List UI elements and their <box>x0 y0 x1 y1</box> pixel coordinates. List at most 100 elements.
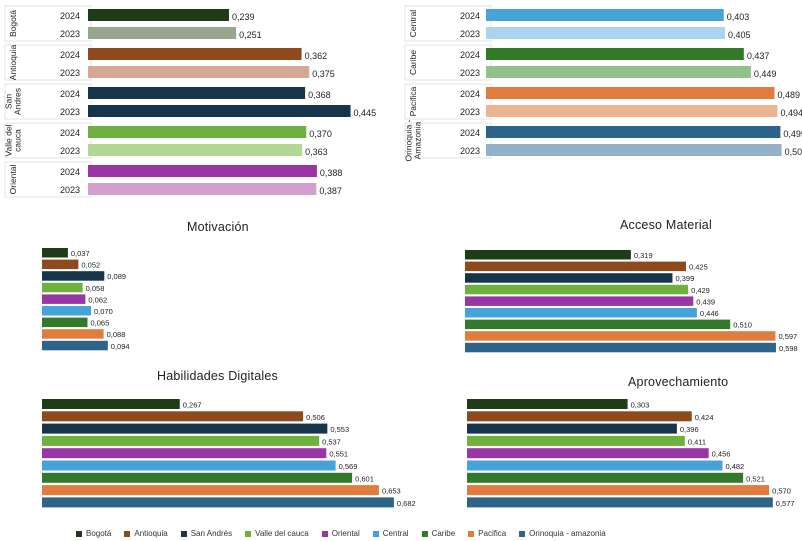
panel-acceso: 0,319 0,425 0,399 0,429 0,439 0,446 0,510 0,597… <box>455 240 802 355</box>
legend-item-antioquia: Antioquia <box>124 529 168 538</box>
legend-swatch <box>124 530 131 537</box>
data-label: 0,521 <box>746 474 765 483</box>
data-label: 0,094 <box>111 342 130 351</box>
top-right-chart: Central 2024 0,403 2023 0,405 Caribe 2024 0,437… <box>404 5 802 162</box>
legend-item-oriental: Oriental <box>321 529 360 538</box>
data-label: 0,482 <box>725 462 744 471</box>
bar-san-andres <box>42 271 105 281</box>
bar-bogota <box>42 399 180 409</box>
legend-swatch <box>519 530 526 537</box>
region-label-san-andres: Andres <box>13 88 23 115</box>
legend-label: Antioquia <box>134 529 168 538</box>
data-label: 0,553 <box>330 425 349 434</box>
bar-central <box>42 306 91 316</box>
data-label: 0,682 <box>397 499 416 508</box>
group-frame-central <box>404 5 492 42</box>
data-label: 0,449 <box>754 69 777 79</box>
year-label: 2024 <box>60 11 80 21</box>
data-label: 0,368 <box>308 90 331 100</box>
bar-oriental-2023 <box>88 183 317 195</box>
year-label: 2023 <box>60 107 80 117</box>
region-label-san-andres: San <box>4 94 14 109</box>
habilidades-chart: 0,267 0,506 0,553 0,537 0,551 0,569 0,601 0,653… <box>42 399 416 508</box>
data-label: 0,251 <box>239 30 262 40</box>
data-label: 0,405 <box>728 30 751 40</box>
bar-san-andres <box>465 273 673 283</box>
bar-central <box>467 460 723 471</box>
bar-bogota-2024 <box>88 9 230 21</box>
data-label: 0,437 <box>747 51 770 61</box>
region-label-oriental: Oriental <box>8 165 18 195</box>
data-label: 0,569 <box>339 462 358 471</box>
bar-valle-del-cauca <box>42 435 320 446</box>
data-label: 0,537 <box>322 437 341 446</box>
data-label: 0,062 <box>88 295 107 304</box>
bar-pacifica-2023 <box>486 105 778 117</box>
bar-san-andres <box>42 423 328 434</box>
data-label: 0,319 <box>634 251 653 260</box>
bar-central-2023 <box>486 27 725 39</box>
group-frame-san-andres <box>4 83 92 120</box>
data-label: 0,597 <box>778 332 797 341</box>
legend-item-san-andres: San Andrés <box>180 529 232 538</box>
region-label-caribe: Caribe <box>408 50 418 75</box>
panel-top-right: Central 2024 0,403 2023 0,405 Caribe 2024 0,437… <box>400 0 802 165</box>
data-label: 0,239 <box>232 12 255 22</box>
legend-label: Oriental <box>331 529 360 538</box>
data-label: 0,653 <box>382 487 401 496</box>
data-label: 0,037 <box>71 249 90 258</box>
data-label: 0,494 <box>780 108 802 118</box>
data-label: 0,411 <box>688 437 706 446</box>
legend-item-orinoquia-amazonia: Orinoquia - amazonia <box>519 529 606 538</box>
panel-motivacion: 0,037 0,052 0,089 0,058 0,062 0,070 0,065 0,088… <box>30 240 400 355</box>
panel-top-left: Bogotá 2024 0,239 2023 0,251 Antioquia 2024 0,3… <box>0 0 400 200</box>
bar-orinoquia-amazonia <box>42 340 108 351</box>
year-label: 2024 <box>460 89 480 99</box>
aprovechamiento-title: Aprovechamiento <box>628 375 729 389</box>
bar-bogota <box>465 250 631 260</box>
legend-item-caribe: Caribe <box>421 529 455 538</box>
bar-oriental <box>467 448 709 459</box>
acceso-title: Acceso Material <box>620 218 712 232</box>
group-frame-antioquia <box>4 44 92 81</box>
data-label: 0,499 <box>783 129 802 139</box>
data-label: 0,424 <box>695 413 714 422</box>
group-frame-bogota <box>4 5 92 42</box>
data-label: 0,070 <box>94 307 113 316</box>
legend-swatch <box>321 530 328 537</box>
bar-caribe <box>42 317 88 328</box>
data-label: 0,303 <box>631 401 650 410</box>
top-left-chart: Bogotá 2024 0,239 2023 0,251 Antioquia 2024 0,3… <box>4 5 377 198</box>
legend-item-bogota: Bogotá <box>76 529 111 538</box>
year-label: 2024 <box>460 128 480 138</box>
bar-central-2024 <box>486 9 724 21</box>
panel-aprovechamiento: 0,303 0,424 0,396 0,411 0,456 0,482 0,521 0,570… <box>455 390 802 520</box>
data-label: 0,601 <box>355 474 374 483</box>
bar-oriental-2024 <box>88 165 317 177</box>
legend-item-valle-del-cauca: Valle del cauca <box>245 529 309 538</box>
year-label: 2023 <box>60 185 80 195</box>
legend-label: Valle del cauca <box>255 529 309 538</box>
group-frame-caribe <box>404 44 492 81</box>
region-label-orinoquia-amazonia: Orinoquia - <box>404 119 414 161</box>
data-label: 0,267 <box>183 401 202 410</box>
data-label: 0,510 <box>733 321 752 330</box>
year-label: 2023 <box>60 29 80 39</box>
bar-pacifica <box>467 485 770 496</box>
data-label: 0,429 <box>691 286 710 295</box>
year-label: 2024 <box>60 128 80 138</box>
bar-caribe <box>467 472 744 483</box>
data-label: 0,370 <box>309 129 332 139</box>
data-label: 0,363 <box>305 147 328 157</box>
bar-san-andres-2024 <box>88 87 306 99</box>
legend-swatch <box>76 530 82 537</box>
data-label: 0,052 <box>81 261 100 270</box>
region-label-bogota: Bogotá <box>8 10 18 37</box>
year-label: 2023 <box>460 146 480 156</box>
data-label: 0,551 <box>329 450 348 459</box>
data-label: 0,058 <box>86 284 105 293</box>
data-label: 0,445 <box>354 108 377 118</box>
data-label: 0,439 <box>696 297 715 306</box>
bar-bogota <box>42 248 68 258</box>
data-label: 0,362 <box>305 51 328 61</box>
